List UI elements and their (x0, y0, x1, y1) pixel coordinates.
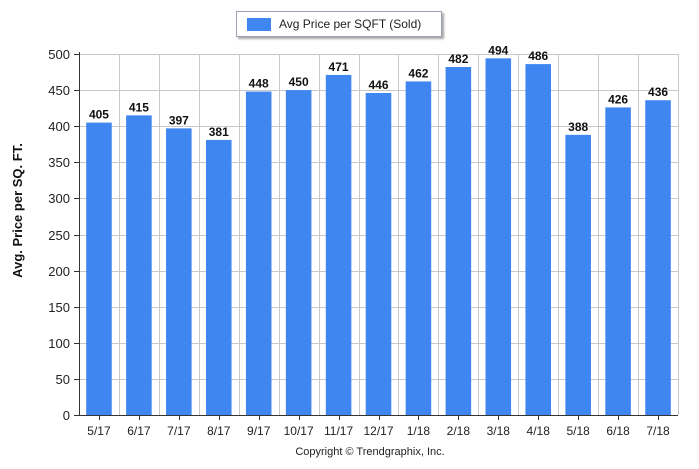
x-tick-label: 7/17 (167, 424, 191, 438)
x-tick-label: 6/17 (127, 424, 151, 438)
bar (405, 81, 432, 415)
y-tick-label: 100 (48, 336, 70, 351)
legend-swatch (247, 17, 271, 31)
bar (205, 139, 232, 415)
bar (525, 64, 552, 415)
x-tick-label: 2/18 (447, 424, 471, 438)
x-tick-label: 11/17 (324, 424, 353, 438)
x-tick-label: 3/18 (487, 424, 511, 438)
y-tick-label: 300 (48, 191, 70, 206)
bar (445, 66, 472, 415)
data-label: 446 (368, 78, 388, 92)
x-tick-label: 9/17 (247, 424, 271, 438)
x-tick-label: 10/17 (284, 424, 314, 438)
x-tick-label: 7/18 (646, 424, 670, 438)
data-label: 405 (89, 108, 109, 122)
x-tick-label: 5/18 (566, 424, 590, 438)
x-tick-label: 12/17 (363, 424, 393, 438)
data-label: 397 (169, 113, 189, 127)
bar (126, 115, 152, 416)
data-label: 450 (289, 75, 309, 89)
y-tick-label: 200 (48, 264, 70, 279)
y-tick-label: 0 (63, 408, 70, 423)
data-label: 482 (448, 52, 468, 66)
y-tick-label: 350 (48, 155, 70, 170)
y-tick-label: 50 (56, 372, 70, 387)
y-tick-label: 250 (48, 228, 70, 243)
copyright-caption: Copyright © Trendgraphix, Inc. (295, 446, 445, 458)
data-label: 381 (209, 125, 229, 139)
data-label: 415 (129, 100, 149, 114)
data-label: 436 (648, 85, 668, 99)
data-label: 486 (528, 49, 548, 63)
x-tick-label: 6/18 (606, 424, 630, 438)
y-tick-label: 150 (48, 300, 70, 315)
data-label: 388 (568, 120, 588, 134)
bar (565, 134, 591, 415)
bars: 405 415 397 381 448 450 471 446 462 482 494 486 388 4… (86, 43, 671, 416)
data-label: 426 (608, 92, 628, 106)
bar (86, 122, 112, 415)
y-tick-label: 450 (48, 83, 70, 98)
y-axis-title-text: Avg. Price per SQ. FT. (9, 142, 25, 278)
y-tick-label: 400 (48, 119, 70, 134)
x-tick-label: 4/18 (527, 424, 551, 438)
legend: Avg Price per SQFT (Sold) (236, 11, 442, 37)
data-label: 462 (408, 66, 428, 80)
bar (245, 91, 272, 415)
bar (605, 107, 631, 415)
data-label: 494 (488, 43, 508, 57)
x-tick-label: 5/17 (87, 424, 111, 438)
x-tick-label: 1/18 (407, 424, 431, 438)
bar (166, 128, 192, 415)
bar (645, 100, 671, 415)
bar (485, 58, 512, 415)
data-label: 448 (249, 77, 269, 91)
bar (325, 74, 352, 416)
x-tick-label: 8/17 (207, 424, 231, 438)
y-axis-title: Avg. Price per SQ. FT. (6, 40, 28, 380)
data-label: 471 (329, 60, 349, 74)
x-axis: 5/17 6/17 7/17 8/17 9/17 10/17 11/17 12/17 1/18 2… (79, 415, 678, 438)
bar (365, 92, 392, 415)
bar (285, 90, 312, 415)
y-axis: 0 50 100 150 200 250 300 350 400 450 500 (48, 47, 80, 423)
legend-label: Avg Price per SQFT (Sold) (279, 17, 422, 31)
y-tick-label: 500 (48, 47, 70, 62)
